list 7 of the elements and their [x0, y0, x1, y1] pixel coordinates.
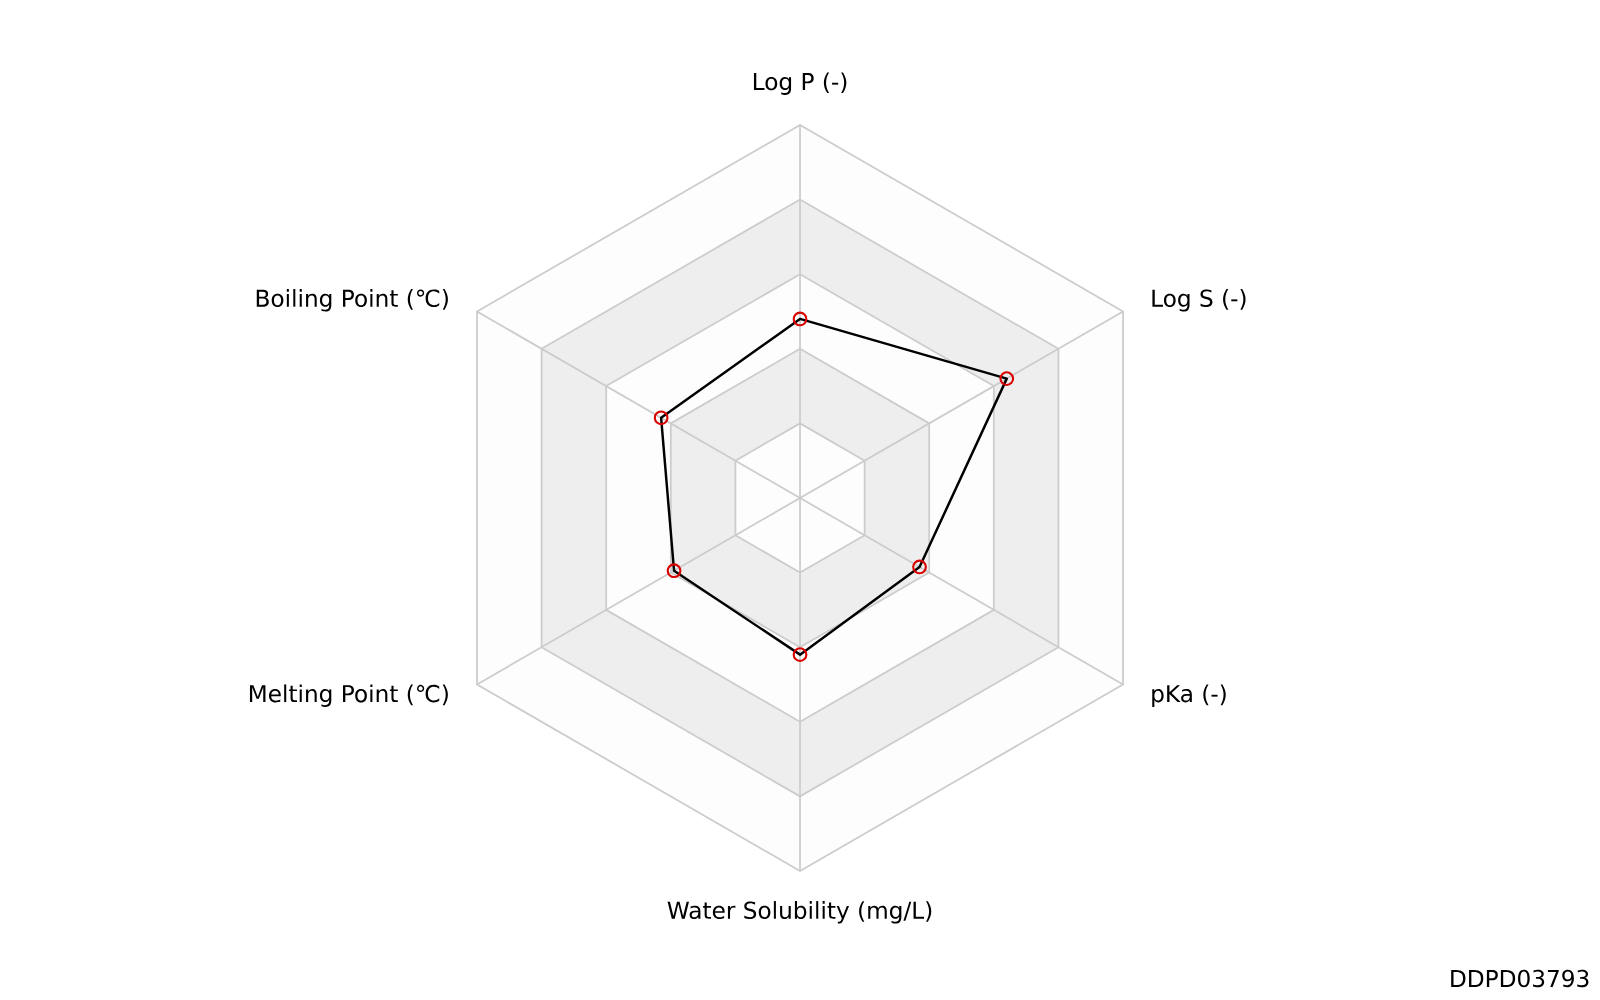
spoke-label: pKa (-)	[1152, 684, 1226, 707]
spoke-label: Log P (-)	[753, 72, 847, 95]
spoke-label: Log S (-)	[1152, 289, 1246, 312]
spoke-label: Water Solubility (mg/L)	[667, 901, 932, 924]
spoke-label: Melting Point (℃)	[249, 684, 448, 707]
spoke-label: Boiling Point (℃)	[256, 289, 448, 312]
text: DDPD03793	[1451, 969, 1589, 988]
